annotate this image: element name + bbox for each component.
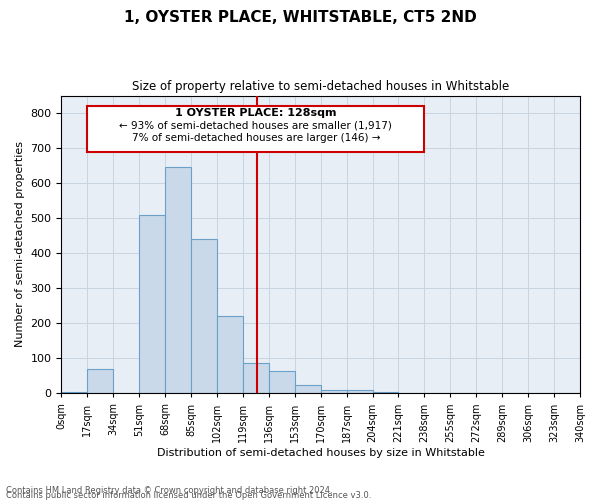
- Bar: [347, 390, 373, 394]
- Text: ← 93% of semi-detached houses are smaller (1,917): ← 93% of semi-detached houses are smalle…: [119, 120, 392, 130]
- Bar: [321, 390, 347, 394]
- X-axis label: Distribution of semi-detached houses by size in Whitstable: Distribution of semi-detached houses by …: [157, 448, 485, 458]
- Bar: [373, 392, 398, 394]
- Bar: [191, 239, 217, 394]
- Bar: [139, 214, 165, 394]
- Y-axis label: Number of semi-detached properties: Number of semi-detached properties: [15, 142, 25, 348]
- Bar: [295, 384, 321, 394]
- Bar: [88, 369, 113, 394]
- Text: Contains HM Land Registry data © Crown copyright and database right 2024.: Contains HM Land Registry data © Crown c…: [6, 486, 332, 495]
- Text: 1 OYSTER PLACE: 128sqm: 1 OYSTER PLACE: 128sqm: [175, 108, 337, 118]
- Text: 1, OYSTER PLACE, WHITSTABLE, CT5 2ND: 1, OYSTER PLACE, WHITSTABLE, CT5 2ND: [124, 10, 476, 25]
- Bar: [88, 106, 424, 152]
- Text: 7% of semi-detached houses are larger (146) →: 7% of semi-detached houses are larger (1…: [131, 132, 380, 142]
- Bar: [243, 362, 269, 394]
- Bar: [217, 316, 243, 394]
- Bar: [61, 392, 88, 394]
- Bar: [269, 370, 295, 394]
- Text: Contains public sector information licensed under the Open Government Licence v3: Contains public sector information licen…: [6, 491, 371, 500]
- Bar: [165, 168, 191, 394]
- Title: Size of property relative to semi-detached houses in Whitstable: Size of property relative to semi-detach…: [132, 80, 509, 93]
